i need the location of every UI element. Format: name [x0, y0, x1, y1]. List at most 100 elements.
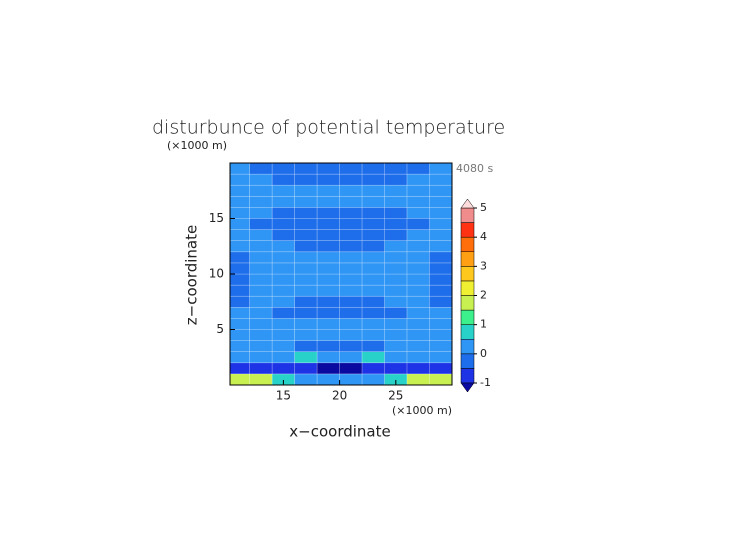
- cell: [429, 229, 452, 242]
- cell: [294, 373, 318, 385]
- cell: [406, 163, 430, 175]
- cell: [406, 273, 430, 286]
- cell: [384, 262, 408, 275]
- colorbar-box: [460, 222, 475, 238]
- cell: [384, 340, 408, 353]
- cell: [249, 351, 273, 364]
- cell: [230, 262, 250, 275]
- cell: [384, 207, 408, 219]
- cell: [429, 173, 452, 186]
- cell: [384, 295, 408, 308]
- cell: [339, 318, 363, 330]
- cell: [271, 318, 295, 330]
- cell: [429, 373, 452, 385]
- cell: [361, 218, 385, 230]
- cell: [339, 362, 363, 375]
- cell: [361, 284, 385, 297]
- cell: [406, 218, 430, 230]
- cell: [406, 351, 430, 364]
- cell: [230, 273, 250, 286]
- cell: [271, 340, 295, 353]
- cell: [230, 196, 250, 208]
- cell: [429, 251, 452, 264]
- cell: [249, 340, 273, 353]
- cell: [271, 284, 295, 297]
- colorbar-box: [460, 368, 475, 384]
- colorbar-box: [460, 339, 475, 355]
- x-tick-label: 25: [388, 389, 403, 403]
- cell: [384, 251, 408, 264]
- cell: [230, 218, 250, 230]
- cell: [294, 295, 318, 308]
- cell: [294, 340, 318, 353]
- colorbar-tick-label: 1: [480, 318, 487, 331]
- cell: [294, 273, 318, 286]
- cell: [339, 173, 363, 186]
- x-unit: (×1000 m): [392, 404, 452, 417]
- cell: [230, 240, 250, 253]
- cell: [339, 218, 363, 230]
- cell: [249, 196, 273, 208]
- cell: [429, 306, 452, 319]
- colorbar-box: [460, 266, 475, 282]
- cell: [316, 306, 340, 319]
- y-unit: (×1000 m): [167, 139, 227, 152]
- cell: [316, 173, 340, 186]
- cell: [339, 329, 363, 341]
- cell: [406, 251, 430, 264]
- cell: [429, 362, 452, 375]
- cell: [294, 262, 318, 275]
- cell: [361, 229, 385, 242]
- cell: [339, 184, 363, 197]
- y-tick-label: 15: [209, 211, 224, 225]
- cell: [316, 207, 340, 219]
- colorbar-tick-label: 5: [480, 201, 487, 214]
- cell: [384, 173, 408, 186]
- cell: [339, 295, 363, 308]
- cell: [316, 229, 340, 242]
- cell: [316, 362, 340, 375]
- cell: [271, 184, 295, 197]
- cell: [249, 184, 273, 197]
- cell: [406, 362, 430, 375]
- colorbar-tick-label: 0: [480, 347, 487, 360]
- cell: [230, 163, 250, 175]
- cell: [271, 196, 295, 208]
- cell: [316, 340, 340, 353]
- cell: [384, 163, 408, 175]
- colorbar-tick-label: 2: [480, 289, 487, 302]
- cell: [429, 329, 452, 341]
- cell: [429, 284, 452, 297]
- colorbar-box: [460, 309, 475, 325]
- cell: [316, 163, 340, 175]
- cell: [230, 318, 250, 330]
- cell: [230, 351, 250, 364]
- cell: [316, 184, 340, 197]
- cell: [294, 351, 318, 364]
- cell: [316, 240, 340, 253]
- cell: [429, 318, 452, 330]
- cell: [429, 295, 452, 308]
- cell: [294, 329, 318, 341]
- cell: [230, 306, 250, 319]
- cell: [249, 218, 273, 230]
- cell: [249, 318, 273, 330]
- cell: [406, 295, 430, 308]
- cell: [384, 218, 408, 230]
- cell: [294, 218, 318, 230]
- cell: [361, 207, 385, 219]
- cell: [294, 207, 318, 219]
- colorbar-box: [460, 207, 475, 223]
- cell: [271, 207, 295, 219]
- cell: [361, 351, 385, 364]
- cell: [339, 273, 363, 286]
- cell: [294, 196, 318, 208]
- cell: [361, 295, 385, 308]
- cell: [406, 240, 430, 253]
- colorbar-tick-label: -1: [480, 376, 491, 389]
- cell: [384, 196, 408, 208]
- cell: [429, 351, 452, 364]
- cell: [429, 240, 452, 253]
- cell: [230, 295, 250, 308]
